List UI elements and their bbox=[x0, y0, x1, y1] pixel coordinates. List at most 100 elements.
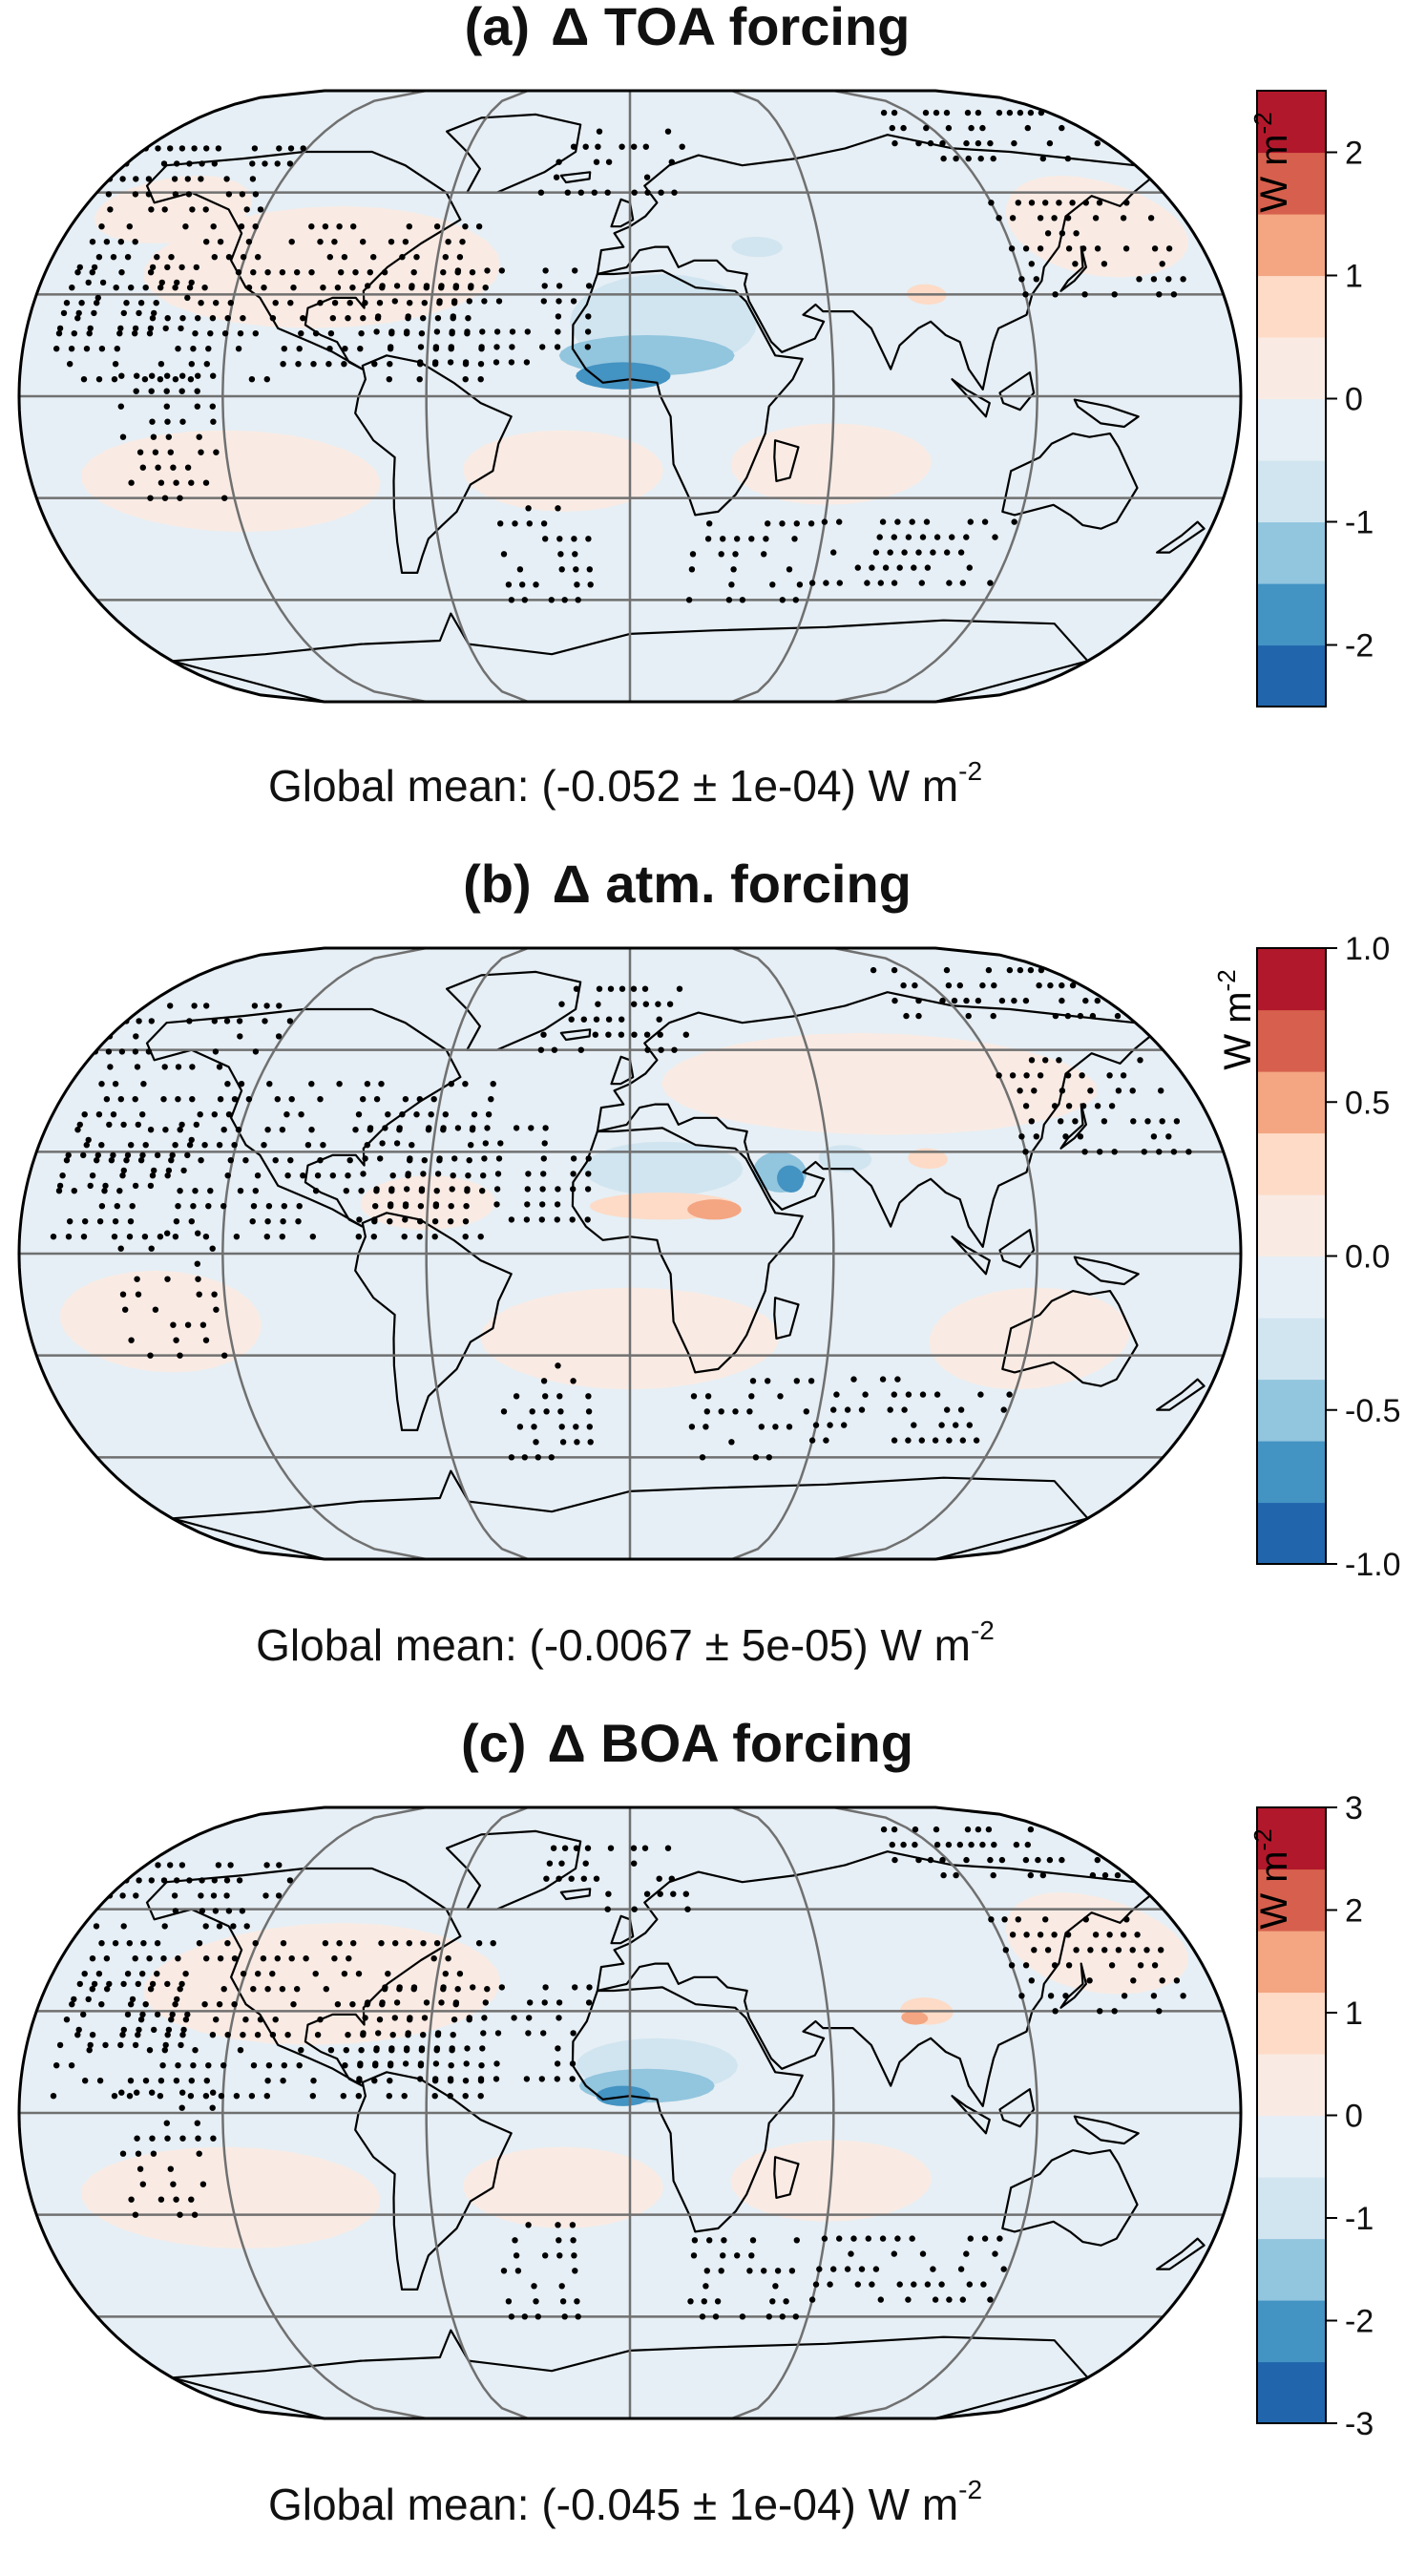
stipple-dot bbox=[63, 300, 71, 306]
graticule-meridian bbox=[731, 91, 835, 702]
stipple-dot bbox=[274, 1955, 281, 1962]
stipple-dot bbox=[178, 1121, 185, 1129]
stipple-dot bbox=[605, 1016, 613, 1023]
stipple-dot bbox=[470, 1125, 476, 1131]
stipple-dot bbox=[123, 300, 130, 306]
stipple-dot bbox=[732, 551, 739, 558]
colorbar-swatches bbox=[1257, 948, 1326, 1565]
stipple-dot bbox=[765, 1378, 771, 1384]
stipple-dot bbox=[157, 2093, 164, 2100]
stipple-dot bbox=[561, 2313, 568, 2320]
stipple-dot bbox=[574, 581, 580, 588]
stipple-dot bbox=[688, 1424, 696, 1430]
stipple-dot bbox=[1143, 1947, 1150, 1953]
stipple-dot bbox=[360, 1096, 367, 1103]
stipple-dot bbox=[155, 464, 161, 471]
stipple-dot bbox=[81, 1111, 88, 1118]
stipple-dot bbox=[217, 1096, 224, 1103]
stipple-dot bbox=[734, 536, 741, 542]
stipple-dot bbox=[714, 2298, 722, 2305]
stipple-dot bbox=[570, 1186, 577, 1193]
stipple-dot bbox=[558, 1424, 565, 1430]
stipple-dot bbox=[618, 1031, 625, 1038]
stipple-dot bbox=[1028, 1977, 1036, 1984]
stipple-dot bbox=[480, 1172, 487, 1179]
stipple-dot bbox=[89, 2032, 96, 2038]
stipple-dot bbox=[720, 2252, 726, 2259]
stipple-dot bbox=[286, 160, 294, 167]
stipple-dot bbox=[317, 300, 324, 306]
stipple-dot bbox=[540, 1171, 547, 1177]
stipple-dot bbox=[126, 1234, 134, 1240]
stipple-dot bbox=[103, 1955, 111, 1962]
stipple-dot bbox=[923, 124, 930, 132]
stipple-dot bbox=[407, 300, 413, 306]
stipple-dot bbox=[119, 1172, 126, 1179]
stipple-dot bbox=[345, 1172, 351, 1179]
stipple-dot bbox=[1023, 1932, 1030, 1938]
stipple-dot bbox=[245, 285, 253, 291]
stipple-dot bbox=[117, 2041, 124, 2049]
stipple-dot bbox=[996, 109, 1003, 116]
stipple-dot bbox=[642, 143, 649, 150]
stipple-dot bbox=[538, 2076, 545, 2082]
graticule-meridian bbox=[221, 1807, 427, 2418]
colorbar-swatch bbox=[1257, 152, 1326, 215]
stipple-dot bbox=[243, 1923, 250, 1930]
stipple-dot bbox=[178, 264, 185, 271]
stipple-dot bbox=[540, 1378, 548, 1384]
stipple-dot bbox=[933, 1826, 940, 1833]
stipple-dot bbox=[891, 1437, 898, 1444]
stipple-dot bbox=[450, 1172, 456, 1179]
stipple-dot bbox=[189, 206, 196, 213]
coastline bbox=[1073, 1256, 1140, 1286]
stipple-dot bbox=[402, 1216, 409, 1223]
stipple-dot bbox=[607, 1845, 615, 1851]
stipple-dot bbox=[159, 2062, 166, 2069]
stipple-dot bbox=[225, 1908, 233, 1914]
stipple-dot bbox=[671, 189, 678, 196]
anomaly-patch bbox=[1005, 1891, 1188, 1995]
stipple-dot bbox=[358, 330, 365, 337]
stipple-dot bbox=[1037, 215, 1044, 222]
stipple-dot bbox=[478, 344, 485, 350]
stipple-dot bbox=[721, 2237, 727, 2244]
stipple-dot bbox=[481, 298, 488, 305]
stipple-dot bbox=[317, 1096, 324, 1103]
stipple-dot bbox=[112, 361, 119, 368]
stipple-dot bbox=[451, 298, 458, 305]
stipple-dot bbox=[379, 283, 386, 289]
stipple-dot bbox=[596, 985, 603, 992]
stipple-dot bbox=[120, 309, 127, 317]
colorbar-swatch bbox=[1257, 521, 1326, 584]
stipple-dot bbox=[963, 2250, 970, 2257]
stipple-dot bbox=[1086, 1977, 1093, 1984]
panel-title: (a) Δ TOA forcing bbox=[0, 0, 1374, 53]
stipple-dot bbox=[869, 564, 875, 571]
coastline bbox=[1073, 398, 1140, 429]
stipple-dot bbox=[891, 997, 898, 1004]
stipple-dot bbox=[1092, 215, 1100, 222]
stipple-dot bbox=[265, 2062, 273, 2069]
stipple-dot bbox=[691, 2237, 699, 2244]
stipple-dot bbox=[168, 254, 175, 261]
stipple-dot bbox=[585, 313, 592, 320]
stipple-dot bbox=[203, 239, 210, 245]
stipple-dot bbox=[126, 2093, 134, 2100]
stipple-dot bbox=[666, 1001, 674, 1007]
stipple-dot bbox=[312, 1971, 319, 1977]
stipple-dot bbox=[225, 254, 233, 261]
coastline bbox=[446, 1829, 582, 1911]
stipple-dot bbox=[128, 2196, 135, 2203]
stipple-dot bbox=[211, 1291, 218, 1298]
stipple-dot bbox=[434, 2030, 442, 2037]
stipple-dot bbox=[631, 1906, 638, 1912]
stipple-dot bbox=[523, 359, 531, 366]
stipple-dot bbox=[154, 1940, 161, 1947]
stipple-dot bbox=[379, 1999, 386, 2006]
global-mean-text: Global mean: (-0.0067 ± 5e-05) W m-2 bbox=[256, 1615, 995, 1670]
panel-title: (b) Δ atm. forcing bbox=[0, 857, 1374, 911]
stipple-dot bbox=[190, 1203, 197, 1210]
stipple-dot bbox=[148, 1877, 155, 1884]
stipple-dot bbox=[451, 2016, 458, 2023]
